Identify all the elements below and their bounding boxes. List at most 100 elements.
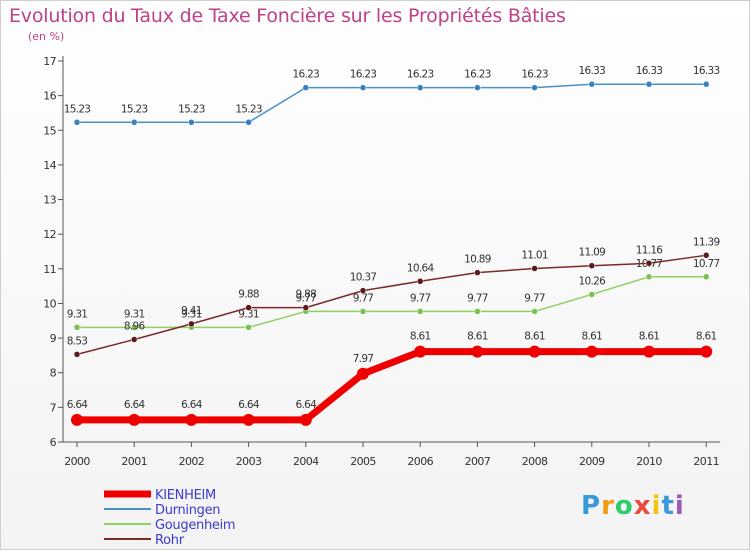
y-tick-label: 10 bbox=[43, 297, 56, 310]
y-tick-label: 14 bbox=[43, 159, 56, 172]
data-point-rohr bbox=[588, 262, 596, 269]
x-tick-label: 2007 bbox=[465, 455, 491, 468]
data-label-kienheim: 6.64 bbox=[238, 399, 260, 411]
data-point-durningen bbox=[245, 119, 252, 126]
data-point-rohr bbox=[416, 278, 424, 285]
data-point-kienheim bbox=[414, 345, 427, 358]
data-point-rohr bbox=[73, 351, 81, 358]
data-point-gougenheim bbox=[645, 273, 653, 281]
data-label-durningen: 15.23 bbox=[178, 103, 205, 115]
data-point-gougenheim bbox=[245, 324, 252, 331]
data-label-kienheim: 8.61 bbox=[524, 331, 545, 343]
data-label-durningen: 16.23 bbox=[350, 69, 377, 81]
logo-letter: i bbox=[651, 491, 662, 521]
data-label-kienheim: 7.97 bbox=[353, 353, 374, 365]
data-label-gougenheim: 9.77 bbox=[353, 292, 374, 304]
data-label-durningen: 15.23 bbox=[235, 103, 262, 115]
x-tick-label: 2001 bbox=[121, 455, 147, 468]
data-point-durningen bbox=[702, 80, 710, 88]
data-point-durningen bbox=[474, 84, 481, 91]
data-point-gougenheim bbox=[130, 324, 138, 331]
y-tick-label: 13 bbox=[43, 194, 56, 207]
data-label-rohr: 9.88 bbox=[238, 289, 259, 301]
legend-label-gougenheim: Gougenheim bbox=[155, 518, 235, 533]
data-label-durningen: 16.33 bbox=[693, 65, 720, 77]
data-label-durningen: 16.23 bbox=[293, 69, 320, 81]
data-label-rohr: 10.64 bbox=[407, 262, 435, 274]
data-label-gougenheim: 9.77 bbox=[296, 292, 317, 304]
data-point-rohr bbox=[188, 320, 195, 328]
data-point-kienheim bbox=[471, 345, 484, 358]
data-point-gougenheim bbox=[588, 291, 596, 298]
data-point-durningen bbox=[73, 119, 81, 126]
data-point-rohr bbox=[302, 304, 310, 311]
data-label-durningen: 16.23 bbox=[521, 69, 548, 81]
data-label-rohr: 11.39 bbox=[693, 236, 720, 248]
x-tick-label: 2009 bbox=[579, 455, 605, 468]
data-point-gougenheim bbox=[359, 308, 367, 315]
data-point-kienheim bbox=[299, 413, 312, 426]
data-label-durningen: 16.33 bbox=[579, 65, 606, 77]
data-label-durningen: 16.23 bbox=[464, 69, 491, 81]
x-tick-label: 2003 bbox=[236, 455, 262, 468]
data-label-kienheim: 8.61 bbox=[639, 331, 660, 343]
data-label-gougenheim: 10.26 bbox=[579, 275, 607, 287]
y-tick-label: 15 bbox=[43, 124, 56, 137]
logo-letter: P bbox=[581, 491, 602, 521]
x-tick-label: 2008 bbox=[522, 455, 548, 468]
y-tick-label: 17 bbox=[43, 55, 56, 68]
series-line-kienheim bbox=[77, 348, 707, 424]
x-tick-label: 2010 bbox=[636, 455, 662, 468]
data-label-kienheim: 8.61 bbox=[582, 331, 603, 343]
legend-label-kienheim: KIENHEIM bbox=[155, 488, 216, 503]
proxiti-logo: Proxiti bbox=[581, 491, 685, 521]
data-point-rohr bbox=[474, 269, 481, 276]
data-point-kienheim bbox=[71, 413, 83, 426]
data-label-kienheim: 8.61 bbox=[696, 331, 717, 343]
chart-title: Evolution du Taux de Taxe Foncière sur l… bbox=[9, 5, 566, 27]
data-point-gougenheim bbox=[702, 273, 710, 281]
data-label-kienheim: 8.61 bbox=[410, 331, 431, 343]
x-tick-label: 2011 bbox=[693, 455, 719, 468]
y-tick-label: 6 bbox=[50, 436, 57, 449]
series-line-rohr bbox=[76, 254, 707, 356]
data-point-rohr bbox=[245, 304, 252, 311]
data-label-durningen: 16.23 bbox=[407, 69, 434, 81]
data-label-rohr: 8.96 bbox=[124, 320, 146, 332]
data-point-rohr bbox=[359, 287, 367, 294]
x-tick-label: 2004 bbox=[293, 455, 319, 468]
x-tick-label: 2000 bbox=[64, 455, 90, 468]
data-point-durningen bbox=[588, 80, 596, 88]
unit-label: (en %) bbox=[28, 30, 65, 43]
data-point-kienheim bbox=[643, 345, 655, 358]
data-label-kienheim: 6.64 bbox=[181, 399, 203, 411]
y-tick-label: 9 bbox=[50, 332, 57, 345]
data-point-kienheim bbox=[700, 345, 713, 358]
data-label-gougenheim: 9.31 bbox=[238, 308, 259, 320]
x-tick-label: 2002 bbox=[179, 455, 205, 468]
data-point-rohr bbox=[130, 336, 138, 343]
legend-label-durningen: Durningen bbox=[155, 503, 220, 518]
data-point-durningen bbox=[359, 84, 367, 91]
data-point-kienheim bbox=[585, 345, 598, 358]
logo-letter: i bbox=[674, 491, 685, 521]
data-label-rohr: 11.01 bbox=[521, 249, 548, 261]
data-label-gougenheim: 9.77 bbox=[467, 292, 488, 304]
data-label-rohr: 11.09 bbox=[579, 247, 606, 259]
logo-letter: o bbox=[614, 491, 634, 521]
data-label-rohr: 10.89 bbox=[464, 254, 491, 266]
x-tick-label: 2005 bbox=[350, 455, 376, 468]
data-label-kienheim: 6.64 bbox=[296, 399, 318, 411]
data-label-kienheim: 8.61 bbox=[467, 331, 488, 343]
data-point-durningen bbox=[416, 84, 424, 91]
data-label-kienheim: 6.64 bbox=[67, 399, 89, 411]
data-label-gougenheim: 9.31 bbox=[124, 308, 145, 320]
data-point-durningen bbox=[188, 119, 195, 126]
data-label-durningen: 16.33 bbox=[636, 65, 663, 77]
y-tick-label: 8 bbox=[50, 367, 57, 380]
data-point-rohr bbox=[702, 252, 710, 259]
data-label-gougenheim: 9.77 bbox=[410, 292, 431, 304]
y-tick-label: 12 bbox=[43, 228, 56, 241]
